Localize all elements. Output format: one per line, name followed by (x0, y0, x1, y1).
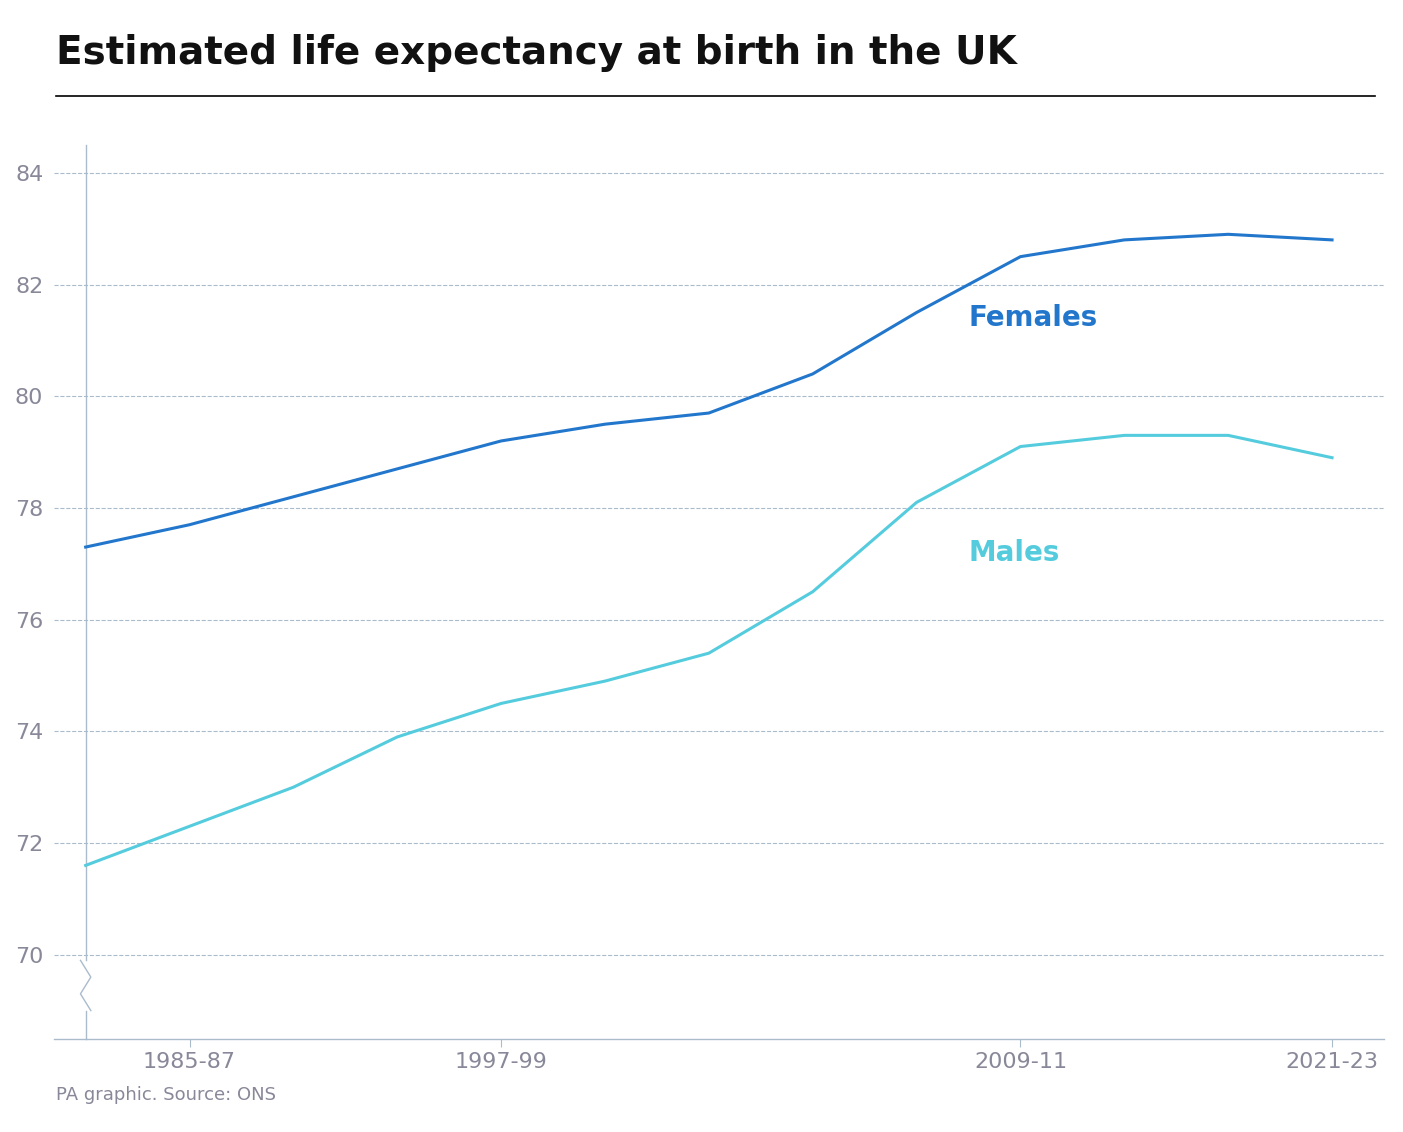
Text: Males: Males (968, 539, 1059, 567)
Text: Females: Females (968, 305, 1097, 332)
Text: PA graphic. Source: ONS: PA graphic. Source: ONS (56, 1086, 276, 1104)
Text: Estimated life expectancy at birth in the UK: Estimated life expectancy at birth in th… (56, 34, 1017, 72)
